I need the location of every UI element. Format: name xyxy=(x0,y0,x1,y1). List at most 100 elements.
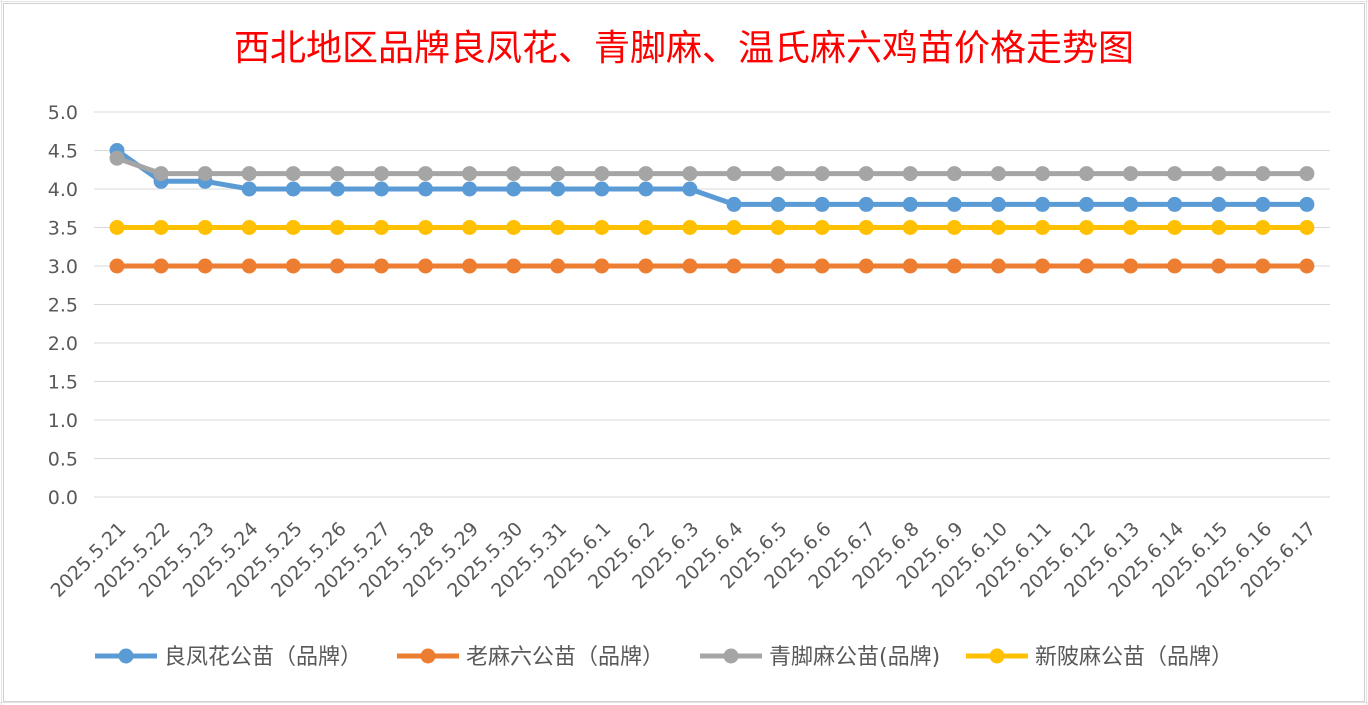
data-point xyxy=(241,258,257,274)
data-point xyxy=(197,220,213,235)
data-point xyxy=(550,181,566,197)
x-axis-ticks: 2025.5.212025.5.222025.5.232025.5.242025… xyxy=(47,518,1321,602)
data-point xyxy=(1034,166,1050,182)
data-point xyxy=(506,220,522,235)
data-point xyxy=(109,150,125,166)
data-point xyxy=(506,181,522,197)
data-point xyxy=(946,258,962,274)
data-point xyxy=(153,220,169,235)
data-point xyxy=(1079,196,1095,212)
data-point xyxy=(1167,220,1183,235)
data-point xyxy=(770,220,786,235)
data-point xyxy=(109,258,125,274)
y-tick-label: 5.0 xyxy=(48,102,78,124)
data-point xyxy=(1255,258,1271,274)
data-point xyxy=(814,166,830,182)
data-point xyxy=(682,181,698,197)
data-point xyxy=(1299,258,1315,274)
data-point xyxy=(770,166,786,182)
data-point xyxy=(594,181,610,197)
data-point xyxy=(462,220,478,235)
data-point xyxy=(1167,196,1183,212)
data-point xyxy=(1299,166,1315,182)
legend-item: 新陂麻公苗（品牌） xyxy=(966,645,1233,670)
legend-label: 青脚麻公苗(品牌) xyxy=(769,645,940,670)
series-2 xyxy=(109,258,1315,274)
data-point xyxy=(1167,258,1183,274)
data-point xyxy=(1299,220,1315,235)
data-point xyxy=(241,220,257,235)
data-point xyxy=(153,258,169,274)
data-point xyxy=(726,220,742,235)
y-tick-label: 0.0 xyxy=(48,487,78,509)
data-point xyxy=(506,258,522,274)
data-point xyxy=(550,258,566,274)
data-point xyxy=(417,258,433,274)
data-point xyxy=(902,258,918,274)
legend-marker-icon xyxy=(723,648,739,664)
data-point xyxy=(373,220,389,235)
data-point xyxy=(682,258,698,274)
data-point xyxy=(329,181,345,197)
data-point xyxy=(1211,166,1227,182)
series-1 xyxy=(109,143,1315,212)
data-point xyxy=(858,258,874,274)
data-point xyxy=(638,181,654,197)
data-point xyxy=(682,166,698,182)
data-point xyxy=(726,196,742,212)
data-point xyxy=(902,220,918,235)
series-line xyxy=(114,155,1310,177)
chart-title: 西北地区品牌良凤花、青脚麻、温氏麻六鸡苗价格走势图 xyxy=(234,28,1134,69)
y-tick-label: 2.0 xyxy=(48,333,78,355)
data-point xyxy=(506,166,522,182)
legend: 良凤花公苗（品牌） 老麻六公苗（品牌） 青脚麻公苗(品牌) 新陂麻公苗（品牌） xyxy=(95,645,1233,670)
data-point xyxy=(946,166,962,182)
data-point xyxy=(373,181,389,197)
data-point xyxy=(946,220,962,235)
legend-item: 青脚麻公苗(品牌) xyxy=(700,645,940,670)
data-point xyxy=(990,258,1006,274)
data-point xyxy=(285,166,301,182)
y-tick-label: 2.5 xyxy=(48,295,78,317)
y-tick-label: 0.5 xyxy=(48,449,78,471)
data-point xyxy=(1034,258,1050,274)
data-point xyxy=(770,258,786,274)
data-point xyxy=(1255,220,1271,235)
series-lines xyxy=(109,143,1315,274)
data-point xyxy=(417,220,433,235)
data-point xyxy=(373,258,389,274)
data-point xyxy=(1123,220,1139,235)
data-point xyxy=(1255,196,1271,212)
data-point xyxy=(1123,196,1139,212)
y-tick-label: 3.5 xyxy=(48,218,78,240)
y-tick-label: 4.0 xyxy=(48,179,78,201)
data-point xyxy=(682,220,698,235)
data-point xyxy=(814,220,830,235)
data-point xyxy=(946,196,962,212)
legend-label: 良凤花公苗（品牌） xyxy=(164,645,362,670)
data-point xyxy=(638,258,654,274)
data-point xyxy=(462,258,478,274)
data-point xyxy=(550,166,566,182)
data-point xyxy=(594,220,610,235)
legend-label: 老麻六公苗（品牌） xyxy=(466,645,664,670)
data-point xyxy=(638,220,654,235)
legend-marker-icon xyxy=(989,648,1005,664)
data-point xyxy=(109,220,125,235)
data-point xyxy=(1079,166,1095,182)
data-point xyxy=(902,196,918,212)
data-point xyxy=(638,166,654,182)
data-point xyxy=(1211,258,1227,274)
data-point xyxy=(241,166,257,182)
data-point xyxy=(1079,258,1095,274)
y-axis-ticks: 0.0 0.5 1.0 1.5 2.0 2.5 3.0 3.5 4.0 4.5 5.0 xyxy=(48,102,78,509)
data-point xyxy=(329,220,345,235)
data-point xyxy=(329,258,345,274)
data-point xyxy=(726,258,742,274)
data-point xyxy=(1255,166,1271,182)
data-point xyxy=(1123,166,1139,182)
series-4 xyxy=(109,220,1315,235)
data-point xyxy=(990,166,1006,182)
data-point xyxy=(285,181,301,197)
